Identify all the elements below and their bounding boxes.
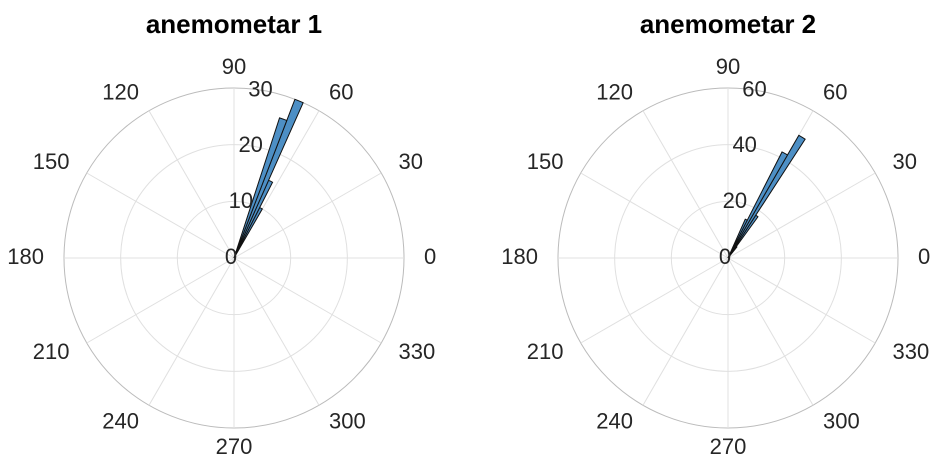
bar	[233, 117, 288, 259]
chart-title: anemometar 1	[146, 9, 322, 39]
theta-tick-label: 30	[893, 149, 917, 174]
r-tick-label: 40	[732, 132, 756, 157]
grid-spoke	[642, 110, 729, 259]
r-tick-label: 0	[719, 244, 731, 269]
grid-spoke	[727, 257, 876, 344]
theta-tick-label: 120	[596, 79, 633, 104]
theta-tick-label: 300	[823, 408, 860, 433]
grid-spoke	[580, 172, 729, 259]
chart-title: anemometar 2	[640, 9, 816, 39]
theta-tick-label: 180	[7, 244, 44, 269]
theta-tick-label: 270	[710, 434, 747, 459]
grid-spoke	[233, 257, 382, 344]
grid-spoke	[86, 257, 235, 344]
theta-tick-label: 330	[399, 339, 436, 364]
grid-spoke	[727, 172, 876, 259]
bar	[233, 98, 304, 259]
theta-tick-label: 240	[102, 408, 139, 433]
theta-tick-label: 90	[716, 54, 740, 79]
theta-tick-label: 0	[424, 244, 436, 269]
grid-spoke	[642, 257, 729, 406]
theta-tick-label: 210	[527, 339, 564, 364]
grid-spoke	[233, 172, 382, 259]
grid-spoke	[727, 257, 814, 406]
r-tick-label: 10	[229, 188, 253, 213]
bar	[727, 151, 789, 259]
r-tick-label: 60	[742, 76, 766, 101]
grid-spoke	[86, 172, 235, 259]
r-tick-label: 20	[723, 188, 747, 213]
theta-tick-label: 210	[33, 339, 70, 364]
grid-spoke	[580, 257, 729, 344]
theta-tick-label: 60	[823, 79, 847, 104]
theta-tick-label: 180	[501, 244, 538, 269]
theta-tick-label: 270	[216, 434, 253, 459]
theta-tick-label: 330	[893, 339, 930, 364]
r-tick-label: 20	[238, 132, 262, 157]
grid-spoke	[148, 257, 235, 406]
theta-tick-label: 60	[329, 79, 353, 104]
theta-tick-label: 90	[222, 54, 246, 79]
theta-tick-label: 150	[527, 149, 564, 174]
theta-tick-label: 0	[918, 244, 930, 269]
theta-tick-label: 240	[596, 408, 633, 433]
grid-spoke	[148, 110, 235, 259]
theta-tick-label: 300	[329, 408, 366, 433]
bar	[727, 134, 806, 259]
r-tick-label: 0	[225, 244, 237, 269]
bar	[727, 218, 748, 259]
theta-tick-label: 150	[33, 149, 70, 174]
r-tick-label: 30	[248, 76, 272, 101]
theta-tick-label: 30	[399, 149, 423, 174]
theta-tick-label: 120	[102, 79, 139, 104]
grid-spoke	[233, 257, 320, 406]
